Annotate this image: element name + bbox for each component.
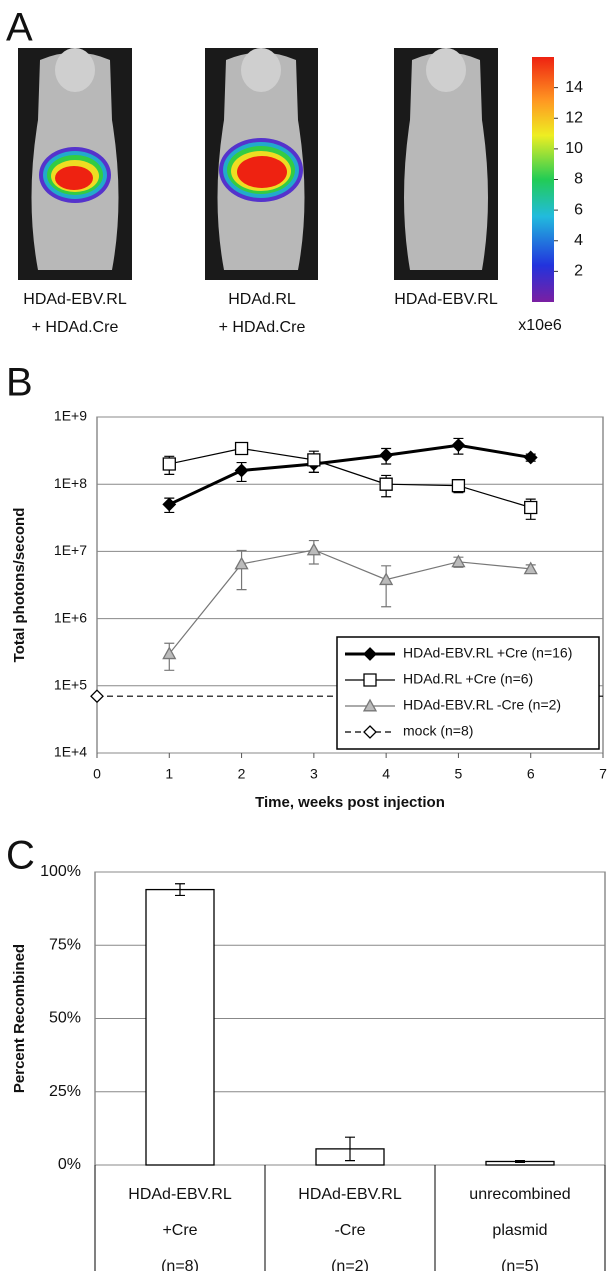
bar: [145, 888, 215, 1166]
marker: [306, 542, 321, 556]
legend-label: mock (n=8): [403, 723, 473, 739]
x-tick-label: unrecombined: [469, 1186, 570, 1203]
marker: [234, 441, 249, 456]
colorbar-label: x10e6: [518, 317, 562, 334]
panel-a: [18, 48, 554, 302]
error-bar: [515, 1160, 525, 1163]
image-caption: + HDAd.Cre: [32, 319, 119, 336]
y-axis-title: Percent Recombined: [11, 944, 28, 1093]
error-bar: [175, 883, 185, 897]
x-tick-label: (n=8): [161, 1258, 199, 1271]
marker: [162, 457, 176, 471]
x-tick-label: 1: [165, 766, 173, 782]
y-tick-label: 1E+5: [54, 677, 87, 693]
mouse-image: [205, 48, 318, 280]
legend-label: HDAd.RL +Cre (n=6): [403, 671, 533, 687]
error-bar: [345, 1136, 355, 1162]
y-tick-label: 1E+4: [54, 744, 87, 760]
y-tick-label: 1E+8: [54, 475, 87, 491]
legend-marker: [363, 673, 377, 687]
colorbar: [532, 57, 554, 302]
image-caption: HDAd.RL: [228, 291, 296, 308]
colorbar-tick-label: 10: [565, 140, 583, 157]
x-tick-label: +Cre: [162, 1222, 197, 1239]
series-line: [168, 443, 531, 506]
x-tick-label: 3: [310, 766, 318, 782]
mouse-image: [18, 48, 132, 280]
error-bar: [381, 565, 392, 608]
panel-label: B: [6, 361, 33, 405]
marker: [451, 479, 466, 493]
panel-label: C: [6, 834, 35, 878]
x-tick-label: 4: [382, 766, 390, 782]
x-tick-label: (n=5): [501, 1258, 539, 1271]
y-tick-label: 0%: [58, 1156, 81, 1173]
colorbar-tick-label: 12: [565, 109, 583, 126]
colorbar-tick-label: 8: [574, 171, 583, 188]
x-tick-label: 2: [238, 766, 246, 782]
marker: [451, 554, 466, 568]
marker: [307, 453, 321, 467]
x-tick-label: plasmid: [492, 1222, 547, 1239]
marker: [234, 556, 249, 570]
y-tick-label: 1E+6: [54, 609, 87, 625]
y-axis-title: Total photons/second: [11, 508, 28, 663]
x-tick-label: 5: [455, 766, 463, 782]
marker: [451, 438, 466, 453]
y-tick-label: 100%: [40, 863, 81, 880]
marker: [162, 646, 177, 660]
marker: [162, 497, 177, 512]
legend-marker: [363, 725, 377, 739]
marker: [379, 572, 394, 586]
image-caption: + HDAd.Cre: [219, 319, 306, 336]
panel-label: A: [6, 6, 33, 50]
y-tick-label: 1E+7: [54, 542, 87, 558]
legend-marker: [362, 698, 378, 712]
colorbar-tick-label: 14: [565, 79, 583, 96]
colorbar-tick-label: 4: [574, 232, 583, 249]
colorbar-tick-label: 2: [574, 263, 583, 280]
legend-label: HDAd-EBV.RL -Cre (n=2): [403, 697, 561, 713]
series-line: [169, 447, 531, 509]
legend-box: [336, 636, 600, 750]
x-tick-label: 0: [93, 766, 101, 782]
y-tick-label: 50%: [49, 1010, 81, 1027]
colorbar-tick-label: 6: [574, 201, 583, 218]
x-tick-label: 6: [527, 766, 535, 782]
image-caption: HDAd-EBV.RL: [394, 291, 498, 308]
y-tick-label: 1E+9: [54, 408, 87, 424]
x-tick-label: HDAd-EBV.RL: [128, 1186, 232, 1203]
y-tick-label: 25%: [49, 1083, 81, 1100]
marker: [379, 477, 393, 491]
marker: [523, 450, 538, 465]
marker: [379, 448, 394, 463]
x-tick-label: HDAd-EBV.RL: [298, 1186, 402, 1203]
y-tick-label: 75%: [49, 936, 81, 953]
x-axis-title: Time, weeks post injection: [255, 794, 445, 811]
marker: [524, 500, 538, 515]
x-tick-label: (n=2): [331, 1258, 369, 1271]
mouse-image: [394, 48, 498, 280]
marker: [234, 463, 249, 478]
x-tick-label: -Cre: [334, 1222, 365, 1239]
marker: [90, 689, 104, 704]
error-bar: [236, 549, 247, 591]
x-tick-label: 7: [599, 766, 607, 782]
legend-marker: [363, 647, 377, 661]
marker: [523, 561, 538, 575]
series-line: [168, 549, 531, 655]
image-caption: HDAd-EBV.RL: [23, 291, 127, 308]
legend-label: HDAd-EBV.RL +Cre (n=16): [403, 645, 572, 661]
